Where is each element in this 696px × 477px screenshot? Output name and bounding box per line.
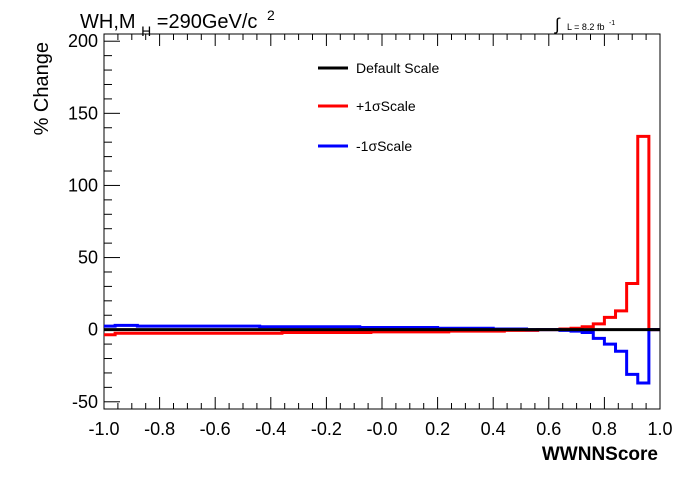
y-axis: -50 0 50 100 150 200 bbox=[68, 31, 120, 412]
legend: Default Scale +1σScale -1σScale bbox=[318, 60, 439, 154]
y-tick-label: -50 bbox=[72, 392, 98, 412]
lumi-label: L = 8.2 fb bbox=[567, 22, 604, 32]
plot-series bbox=[104, 134, 660, 385]
legend-label: Default Scale bbox=[356, 60, 439, 76]
x-tick-label: -1.0 bbox=[88, 419, 119, 439]
x-tick-label: -0.6 bbox=[200, 419, 231, 439]
legend-label: -1σScale bbox=[356, 138, 412, 154]
chart-title-superscript: 2 bbox=[267, 7, 275, 23]
x-axis: -1.0 -0.8 -0.6 -0.4 -0.2 -0.0 0.2 0.4 0.6 0.8 1.0 bbox=[88, 34, 673, 439]
y-tick-label: 150 bbox=[68, 103, 98, 123]
legend-label: +1σScale bbox=[356, 98, 416, 114]
chart-title-value: =290GeV/c bbox=[157, 11, 258, 33]
lumi-superscript: -1 bbox=[609, 20, 615, 27]
y-tick-label: 200 bbox=[68, 31, 98, 51]
x-tick-label: 1.0 bbox=[647, 419, 672, 439]
x-tick-label: -0.0 bbox=[366, 419, 397, 439]
plot-frame bbox=[103, 33, 661, 410]
y-tick-label: 50 bbox=[78, 248, 98, 268]
x-tick-label: 0.2 bbox=[425, 419, 450, 439]
y-axis-label: % Change bbox=[31, 42, 53, 135]
x-axis-label: WWNNScore bbox=[542, 444, 658, 465]
x-tick-label: -0.2 bbox=[311, 419, 342, 439]
lumi-integral-symbol: ∫ bbox=[554, 15, 561, 34]
chart-title-prefix: WH,M bbox=[80, 11, 136, 33]
series-line-2 bbox=[104, 323, 660, 385]
lumi-annotation: L = 8.2 fb -1 bbox=[567, 20, 615, 32]
x-tick-label: 0.8 bbox=[592, 419, 617, 439]
chart-title: WH,M H =290GeV/c 2 bbox=[80, 7, 275, 41]
x-tick-label: -0.8 bbox=[144, 419, 175, 439]
x-tick-label: -0.4 bbox=[255, 419, 286, 439]
series-line-1 bbox=[104, 134, 660, 337]
x-tick-label: 0.6 bbox=[536, 419, 561, 439]
x-tick-label: 0.4 bbox=[481, 419, 506, 439]
y-tick-label: 100 bbox=[68, 175, 98, 195]
chart-title-subscript: H bbox=[141, 23, 151, 39]
y-tick-label: 0 bbox=[88, 320, 98, 340]
